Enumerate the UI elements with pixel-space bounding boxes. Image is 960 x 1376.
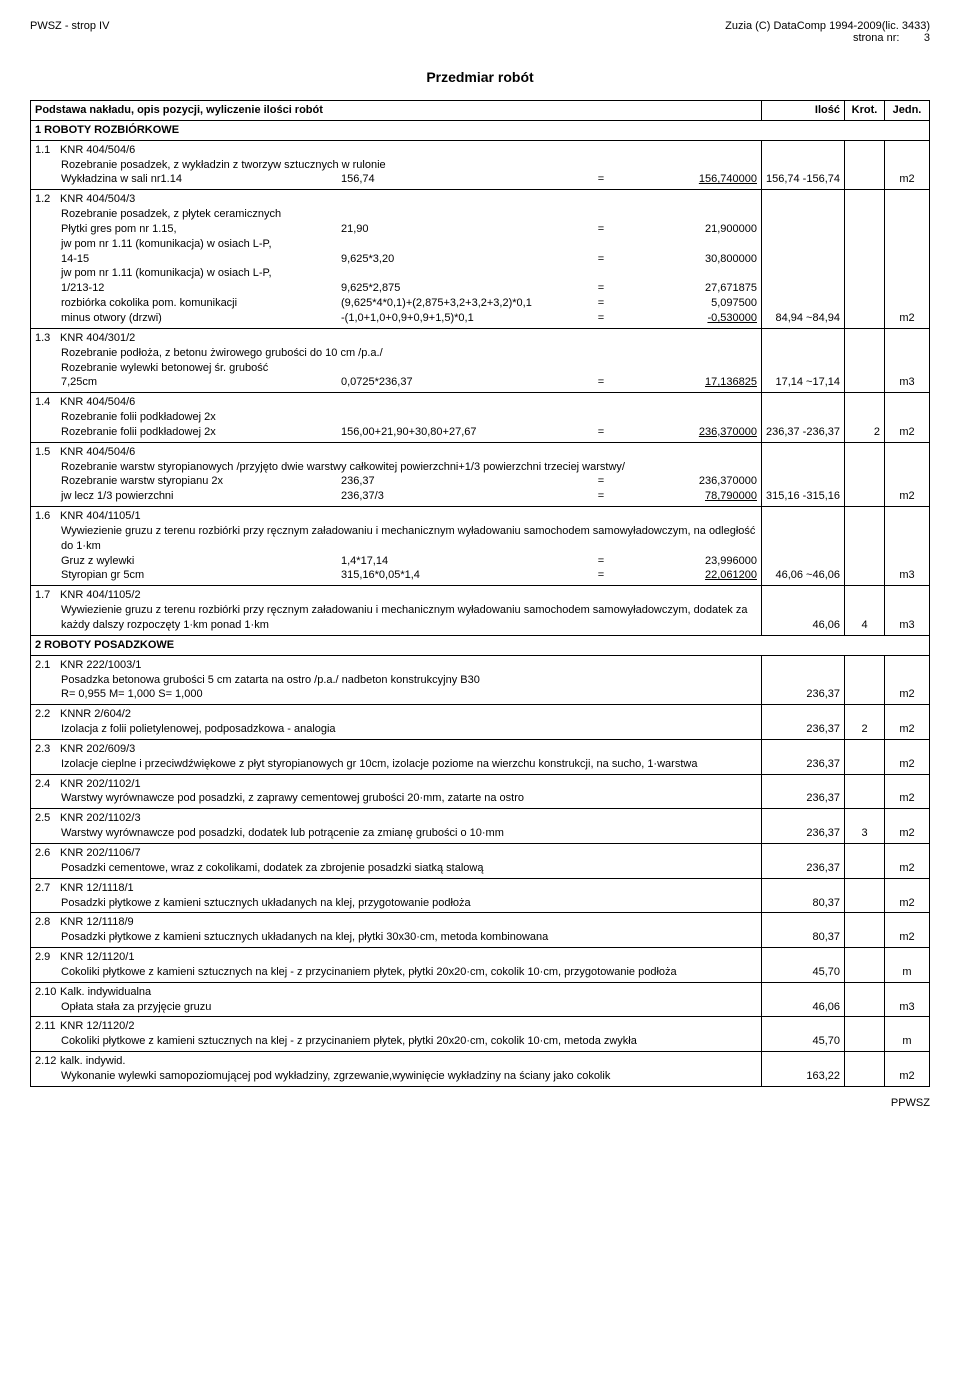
calc-line: 7,25cm0,0725*236,37=17,136825	[61, 375, 757, 390]
col-header-qty: Ilość	[761, 101, 844, 121]
calc-line: Gruz z wylewki1,4*17,14=23,996000	[61, 554, 757, 569]
desc-cell: 2.11 KNR 12/1120/2Cokoliki płytkowe z ka…	[31, 1017, 762, 1052]
desc-cell: 2.7 KNR 12/1118/1Posadzki płytkowe z kam…	[31, 878, 762, 913]
desc-cell: 1.7 KNR 404/1105/2Wywiezienie gruzu z te…	[31, 586, 762, 636]
table-row: 2.5 KNR 202/1102/3Warstwy wyrównawcze po…	[31, 809, 930, 844]
table-row: 2.4 KNR 202/1102/1Warstwy wyrównawcze po…	[31, 774, 930, 809]
footer: PPWSZ	[30, 1097, 930, 1109]
col-header-desc: Podstawa nakładu, opis pozycji, wyliczen…	[31, 101, 762, 121]
table-row: 2.11 KNR 12/1120/2Cokoliki płytkowe z ka…	[31, 1017, 930, 1052]
desc-cell: 2.5 KNR 202/1102/3Warstwy wyrównawcze po…	[31, 809, 762, 844]
calc-line: Rozebranie folii podkładowej 2x156,00+21…	[61, 425, 757, 440]
table-row: 2.7 KNR 12/1118/1Posadzki płytkowe z kam…	[31, 878, 930, 913]
table-row: 1.7 KNR 404/1105/2Wywiezienie gruzu z te…	[31, 586, 930, 636]
table-row: 1.4 KNR 404/504/6Rozebranie folii podkła…	[31, 393, 930, 443]
header-left: PWSZ - strop IV	[30, 20, 109, 44]
section-row: 2 ROBOTY POSADZKOWE	[31, 635, 930, 655]
calc-line: Styropian gr 5cm315,16*0,05*1,4=22,06120…	[61, 568, 757, 583]
desc-cell: 1.5 KNR 404/504/6Rozebranie warstw styro…	[31, 442, 762, 506]
header-software: Zuzia (C) DataComp 1994-2009(lic. 3433)	[725, 20, 930, 32]
calc-line: jw lecz 1/3 powierzchni236,37/3=78,79000…	[61, 489, 757, 504]
desc-cell: 2.4 KNR 202/1102/1Warstwy wyrównawcze po…	[31, 774, 762, 809]
table-row: 2.9 KNR 12/1120/1Cokoliki płytkowe z kam…	[31, 948, 930, 983]
desc-cell: 2.9 KNR 12/1120/1Cokoliki płytkowe z kam…	[31, 948, 762, 983]
page-header: PWSZ - strop IV Zuzia (C) DataComp 1994-…	[30, 20, 930, 44]
table-row: 2.8 KNR 12/1118/9Posadzki płytkowe z kam…	[31, 913, 930, 948]
desc-cell: 2.6 KNR 202/1106/7Posadzki cementowe, wr…	[31, 843, 762, 878]
desc-cell: 2.12 kalk. indywid.Wykonanie wylewki sam…	[31, 1052, 762, 1087]
desc-cell: 2.10 Kalk. indywidualnaOpłata stała za p…	[31, 982, 762, 1017]
desc-cell: 1.6 KNR 404/1105/1Wywiezienie gruzu z te…	[31, 507, 762, 586]
table-header-row: Podstawa nakładu, opis pozycji, wyliczen…	[31, 101, 930, 121]
col-header-jedn: Jedn.	[885, 101, 930, 121]
table-row: 2.6 KNR 202/1106/7Posadzki cementowe, wr…	[31, 843, 930, 878]
calc-line: jw pom nr 1.11 (komunikacja) w osiach L-…	[61, 266, 757, 281]
table-row: 1.2 KNR 404/504/3Rozebranie posadzek, z …	[31, 190, 930, 329]
cost-estimate-table: Podstawa nakładu, opis pozycji, wyliczen…	[30, 100, 930, 1087]
calc-line: 1/213-129,625*2,875=27,671875	[61, 281, 757, 296]
desc-cell: 2.8 KNR 12/1118/9Posadzki płytkowe z kam…	[31, 913, 762, 948]
table-row: 2.10 Kalk. indywidualnaOpłata stała za p…	[31, 982, 930, 1017]
table-row: 2.3 KNR 202/609/3Izolacje cieplne i prze…	[31, 739, 930, 774]
calc-line: Wykładzina w sali nr1.14156,74=156,74000…	[61, 172, 757, 187]
calc-line: minus otwory (drzwi)-(1,0+1,0+0,9+0,9+1,…	[61, 311, 757, 326]
table-row: 2.2 KNNR 2/604/2Izolacja z folii poliety…	[31, 705, 930, 740]
table-row: 1.3 KNR 404/301/2Rozebranie podłoża, z b…	[31, 328, 930, 392]
desc-cell: 2.2 KNNR 2/604/2Izolacja z folii poliety…	[31, 705, 762, 740]
calc-line: Rozebranie warstw styropianu 2x236,37=23…	[61, 474, 757, 489]
calc-line: rozbiórka cokolika pom. komunikacji(9,62…	[61, 296, 757, 311]
col-header-krot: Krot.	[845, 101, 885, 121]
table-row: 2.1 KNR 222/1003/1Posadzka betonowa grub…	[31, 655, 930, 705]
table-row: 1.1 KNR 404/504/6Rozebranie posadzek, z …	[31, 140, 930, 190]
calc-line: 14-159,625*3,20=30,800000	[61, 252, 757, 267]
header-right: Zuzia (C) DataComp 1994-2009(lic. 3433) …	[725, 20, 930, 44]
desc-cell: 1.2 KNR 404/504/3Rozebranie posadzek, z …	[31, 190, 762, 329]
header-page: strona nr: 3	[725, 32, 930, 44]
desc-cell: 1.3 KNR 404/301/2Rozebranie podłoża, z b…	[31, 328, 762, 392]
desc-cell: 1.1 KNR 404/504/6Rozebranie posadzek, z …	[31, 140, 762, 190]
table-row: 2.12 kalk. indywid.Wykonanie wylewki sam…	[31, 1052, 930, 1087]
desc-cell: 2.3 KNR 202/609/3Izolacje cieplne i prze…	[31, 739, 762, 774]
calc-line: jw pom nr 1.11 (komunikacja) w osiach L-…	[61, 237, 757, 252]
section-row: 1 ROBOTY ROZBIÓRKOWE	[31, 120, 930, 140]
table-row: 1.5 KNR 404/504/6Rozebranie warstw styro…	[31, 442, 930, 506]
desc-cell: 2.1 KNR 222/1003/1Posadzka betonowa grub…	[31, 655, 762, 705]
table-row: 1.6 KNR 404/1105/1Wywiezienie gruzu z te…	[31, 507, 930, 586]
desc-cell: 1.4 KNR 404/504/6Rozebranie folii podkła…	[31, 393, 762, 443]
calc-line: Płytki gres pom nr 1.15,21,90=21,900000	[61, 222, 757, 237]
page-title: Przedmiar robót	[30, 69, 930, 85]
